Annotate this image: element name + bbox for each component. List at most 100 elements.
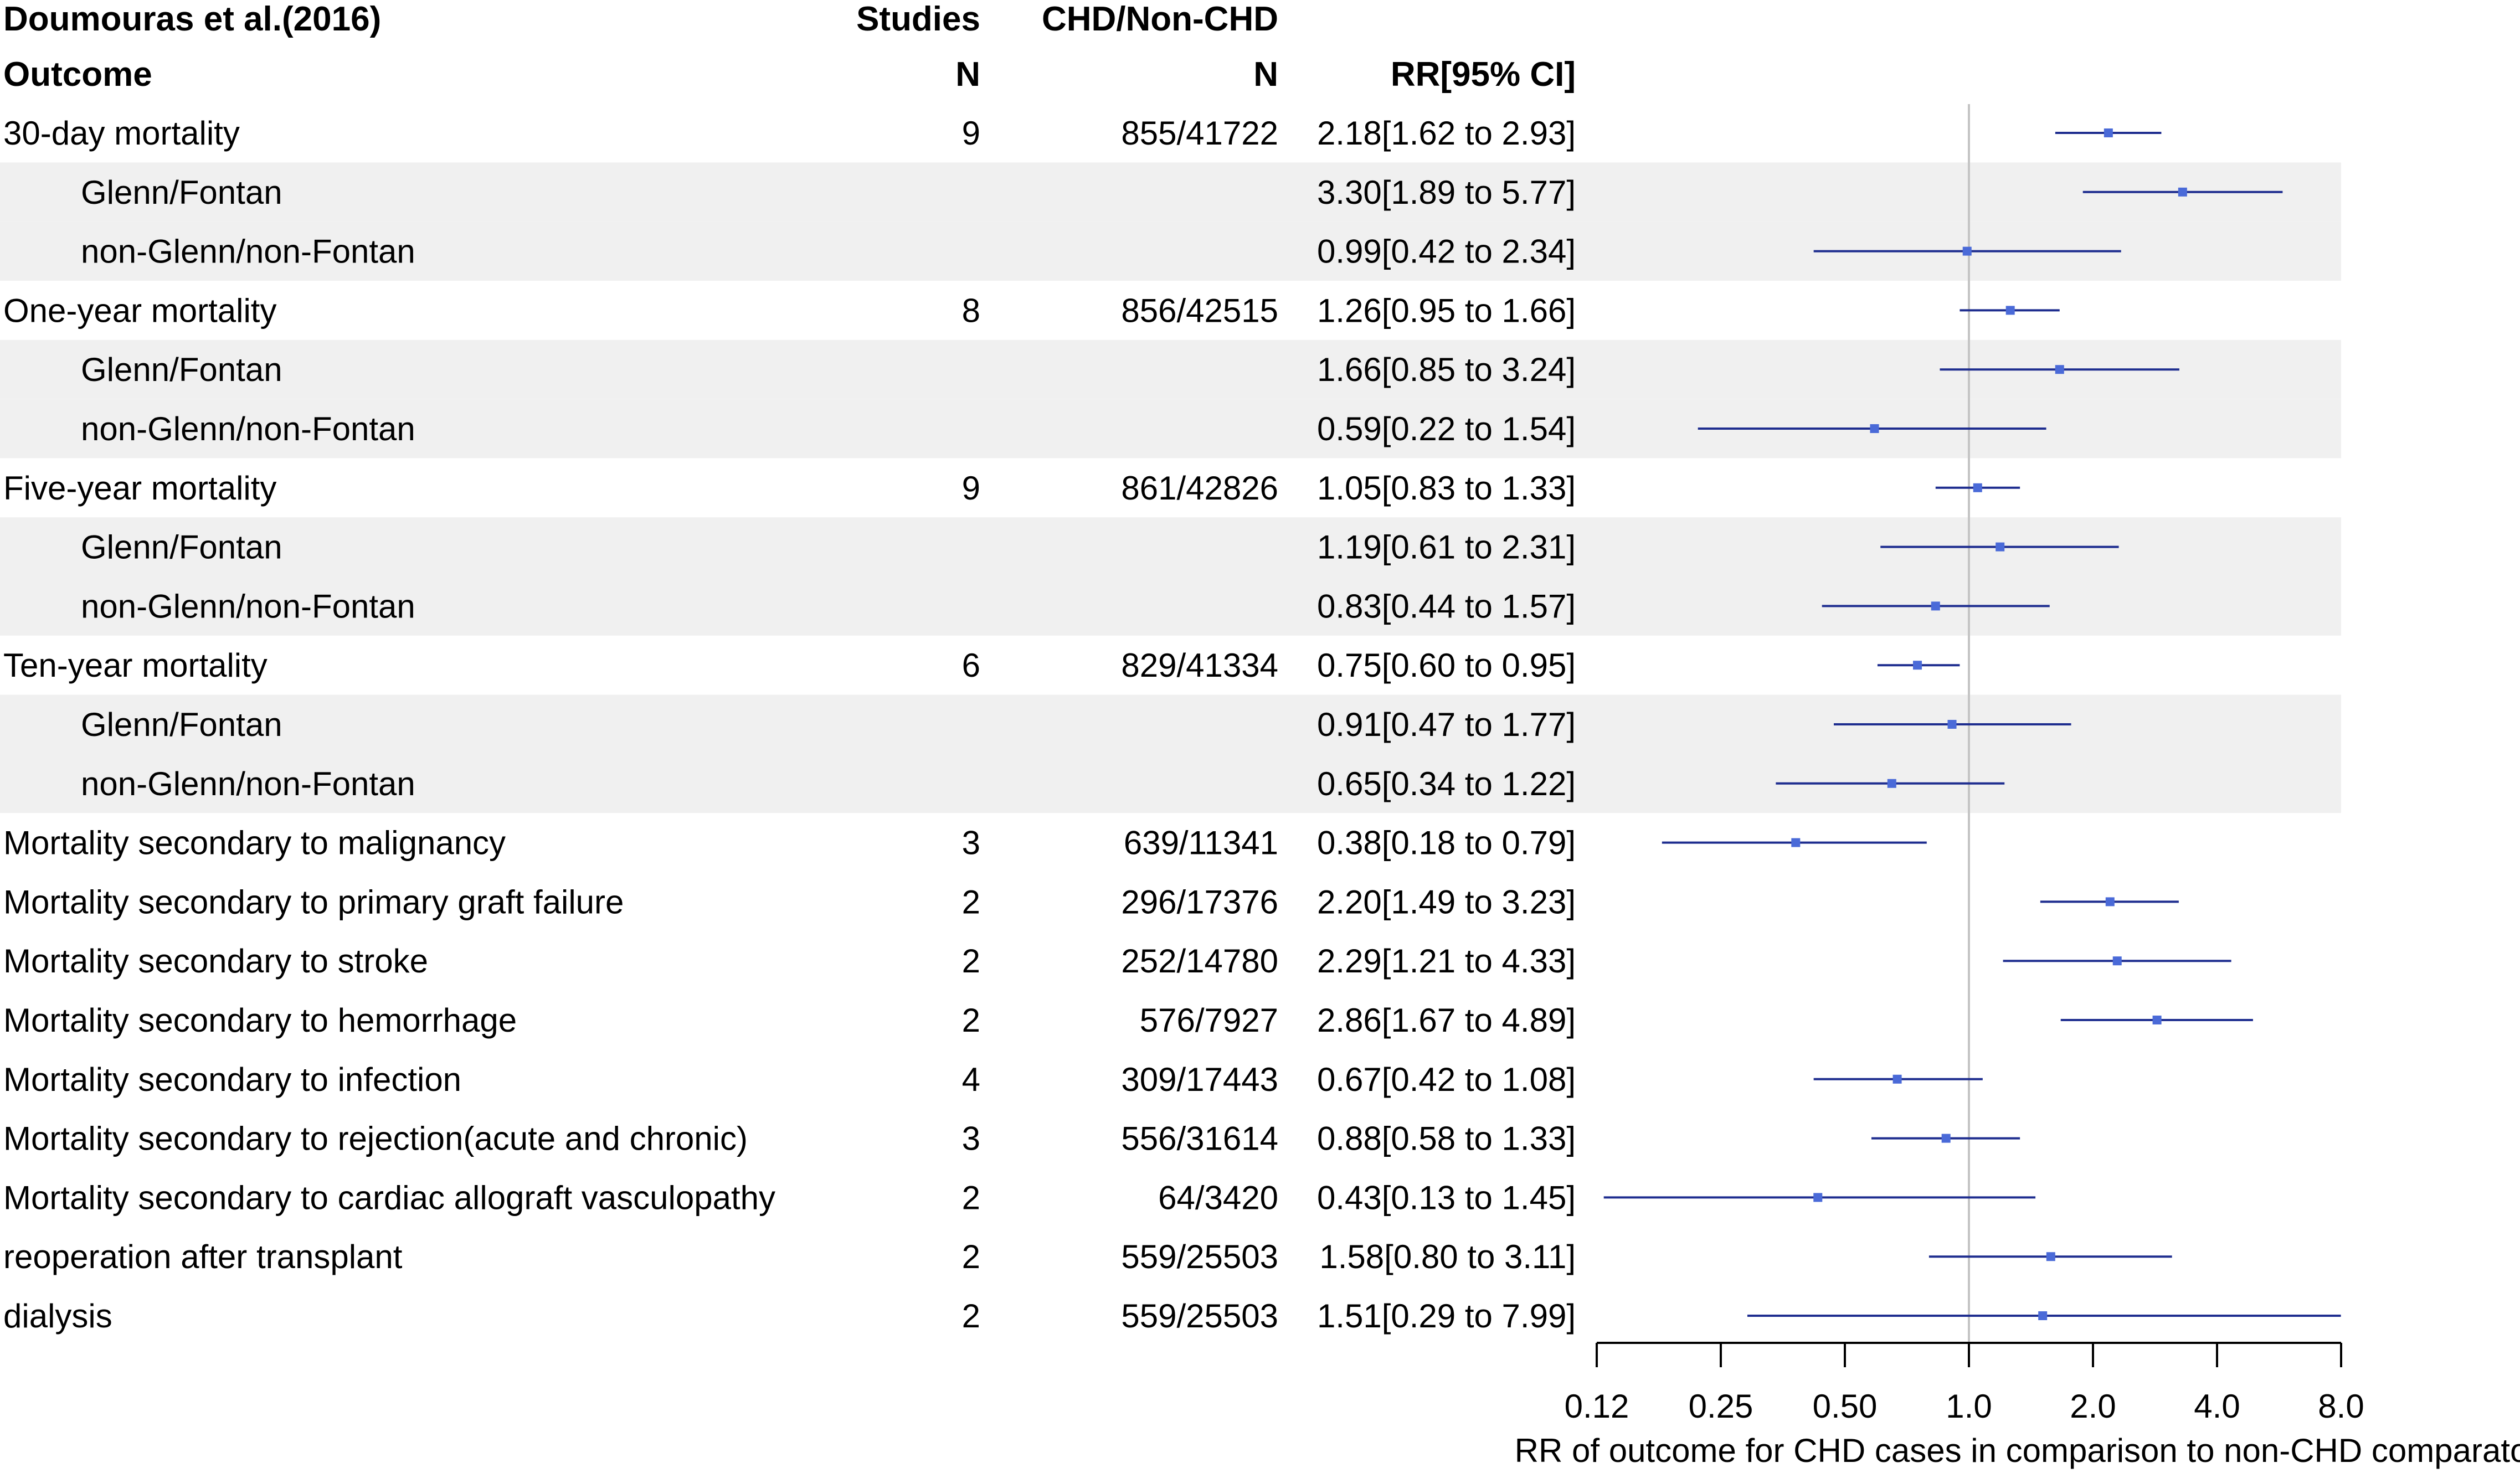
chd-ratio-value: 829/41334 xyxy=(1121,647,1278,684)
point-estimate xyxy=(1996,542,2005,552)
ratio-n-header: N xyxy=(1253,55,1278,94)
x-tick-label: 1.0 xyxy=(1946,1388,1992,1425)
x-tick-label: 0.50 xyxy=(1813,1388,1878,1425)
chd-ratio-value: 559/25503 xyxy=(1121,1297,1278,1335)
outcome-label: non-Glenn/non-Fontan xyxy=(81,765,415,802)
studies-n-header: N xyxy=(955,55,980,94)
point-estimate xyxy=(1962,246,1972,256)
chd-ratio-value: 559/25503 xyxy=(1121,1238,1278,1275)
point-estimate xyxy=(2046,1252,2055,1261)
point-estimate xyxy=(2055,365,2064,374)
rr-ci-value: 0.67[0.42 to 1.08] xyxy=(1317,1061,1576,1098)
outcome-label: One-year mortality xyxy=(3,292,276,329)
rr-ci-value: 2.20[1.49 to 3.23] xyxy=(1317,883,1576,920)
studies-count: 2 xyxy=(962,1238,980,1275)
row-shade xyxy=(0,162,2341,222)
x-tick-label: 0.12 xyxy=(1565,1388,1629,1425)
chd-ratio-value: 861/42826 xyxy=(1121,470,1278,507)
rr-ci-value: 1.19[0.61 to 2.31] xyxy=(1317,529,1576,566)
rr-ci-value: 0.59[0.22 to 1.54] xyxy=(1317,410,1576,447)
rr-ci-value: 0.43[0.13 to 1.45] xyxy=(1317,1179,1576,1216)
ratio-header-top: CHD/Non-CHD xyxy=(1042,0,1278,38)
point-estimate xyxy=(2152,1016,2162,1024)
point-estimate xyxy=(2038,1311,2048,1320)
outcome-label: 30-day mortality xyxy=(3,115,240,152)
chd-ratio-value: 296/17376 xyxy=(1121,883,1278,920)
rr-ci-value: 1.58[0.80 to 3.11] xyxy=(1319,1238,1576,1275)
studies-count: 8 xyxy=(962,292,980,329)
studies-count: 4 xyxy=(962,1061,980,1098)
point-estimate xyxy=(1791,838,1801,847)
point-estimate xyxy=(1973,483,1982,492)
x-tick-label: 2.0 xyxy=(2070,1388,2116,1425)
rr-ci-value: 2.29[1.21 to 4.33] xyxy=(1317,942,1576,980)
outcome-label: Mortality secondary to rejection(acute a… xyxy=(3,1120,748,1157)
outcome-label: Five-year mortality xyxy=(3,470,276,507)
forest-rows: 30-day mortality 9 855/41722 2.18[1.62 to 2… xyxy=(3,115,2341,1335)
point-estimate xyxy=(1947,720,1957,729)
outcome-label: non-Glenn/non-Fontan xyxy=(81,233,415,270)
point-estimate xyxy=(2104,128,2113,137)
point-estimate xyxy=(1813,1193,1823,1202)
point-estimate xyxy=(1913,661,1922,670)
rr-ci-value: 3.30[1.89 to 5.77] xyxy=(1317,174,1576,211)
outcome-label: dialysis xyxy=(3,1297,112,1335)
rr-ci-value: 0.88[0.58 to 1.33] xyxy=(1317,1120,1576,1157)
outcome-header: Outcome xyxy=(3,55,152,94)
chd-ratio-value: 252/14780 xyxy=(1121,942,1278,980)
outcome-label: Mortality secondary to infection xyxy=(3,1061,461,1098)
x-axis: 0.12 0.25 0.50 1.0 2.0 4.0 8.0 xyxy=(1565,1342,2364,1425)
studies-header-top: Studies xyxy=(856,0,980,38)
rr-ci-value: 0.75[0.60 to 0.95] xyxy=(1317,647,1576,684)
studies-count: 2 xyxy=(962,1002,980,1039)
point-estimate xyxy=(2005,306,2015,315)
outcome-label: Mortality secondary to primary graft fai… xyxy=(3,883,624,920)
chd-ratio-value: 639/11341 xyxy=(1124,825,1278,862)
outcome-label: reoperation after transplant xyxy=(3,1238,403,1275)
rr-ci-value: 0.99[0.42 to 2.34] xyxy=(1317,233,1576,270)
chd-ratio-value: 576/7927 xyxy=(1140,1002,1278,1039)
point-estimate xyxy=(1941,1134,1951,1143)
studies-count: 6 xyxy=(962,647,980,684)
rr-ci-header: RR[95% CI] xyxy=(1391,55,1576,94)
x-axis-label: RR of outcome for CHD cases in compariso… xyxy=(1515,1432,2520,1469)
outcome-label: non-Glenn/non-Fontan xyxy=(81,588,415,625)
point-estimate xyxy=(1887,779,1896,788)
chd-ratio-value: 64/3420 xyxy=(1158,1179,1278,1216)
outcome-label: Glenn/Fontan xyxy=(81,529,282,566)
outcome-label: Ten-year mortality xyxy=(3,647,268,684)
rr-ci-value: 2.18[1.62 to 2.93] xyxy=(1317,115,1576,152)
rr-ci-value: 2.86[1.67 to 4.89] xyxy=(1317,1002,1576,1039)
point-estimate xyxy=(2112,956,2122,966)
chart-title: Doumouras et al.(2016) xyxy=(3,0,381,38)
studies-count: 3 xyxy=(962,825,980,862)
outcome-label: Glenn/Fontan xyxy=(81,174,282,211)
studies-count: 2 xyxy=(962,883,980,920)
rr-ci-value: 1.66[0.85 to 3.24] xyxy=(1317,351,1576,388)
rr-ci-value: 0.38[0.18 to 0.79] xyxy=(1317,825,1576,862)
chd-ratio-value: 856/42515 xyxy=(1121,292,1278,329)
studies-count: 9 xyxy=(962,115,980,152)
outcome-label: Glenn/Fontan xyxy=(81,351,282,388)
outcome-label: Mortality secondary to hemorrhage xyxy=(3,1002,517,1039)
studies-count: 3 xyxy=(962,1120,980,1157)
studies-count: 2 xyxy=(962,1297,980,1335)
x-tick-label: 0.25 xyxy=(1689,1388,1753,1425)
rr-ci-value: 1.51[0.29 to 7.99] xyxy=(1317,1297,1576,1335)
chd-ratio-value: 309/17443 xyxy=(1121,1061,1278,1098)
chd-ratio-value: 556/31614 xyxy=(1121,1120,1278,1157)
studies-count: 9 xyxy=(962,470,980,507)
x-tick-label: 8.0 xyxy=(2318,1388,2364,1425)
outcome-label: Mortality secondary to cardiac allograft… xyxy=(3,1179,775,1216)
outcome-label: Mortality secondary to malignancy xyxy=(3,825,506,862)
point-estimate xyxy=(2105,897,2115,907)
studies-count: 2 xyxy=(962,942,980,980)
outcome-label: Mortality secondary to stroke xyxy=(3,942,428,980)
studies-count: 2 xyxy=(962,1179,980,1216)
point-estimate xyxy=(1931,601,1940,611)
x-tick-label: 4.0 xyxy=(2194,1388,2240,1425)
rr-ci-value: 1.26[0.95 to 1.66] xyxy=(1317,292,1576,329)
outcome-label: non-Glenn/non-Fontan xyxy=(81,410,415,447)
